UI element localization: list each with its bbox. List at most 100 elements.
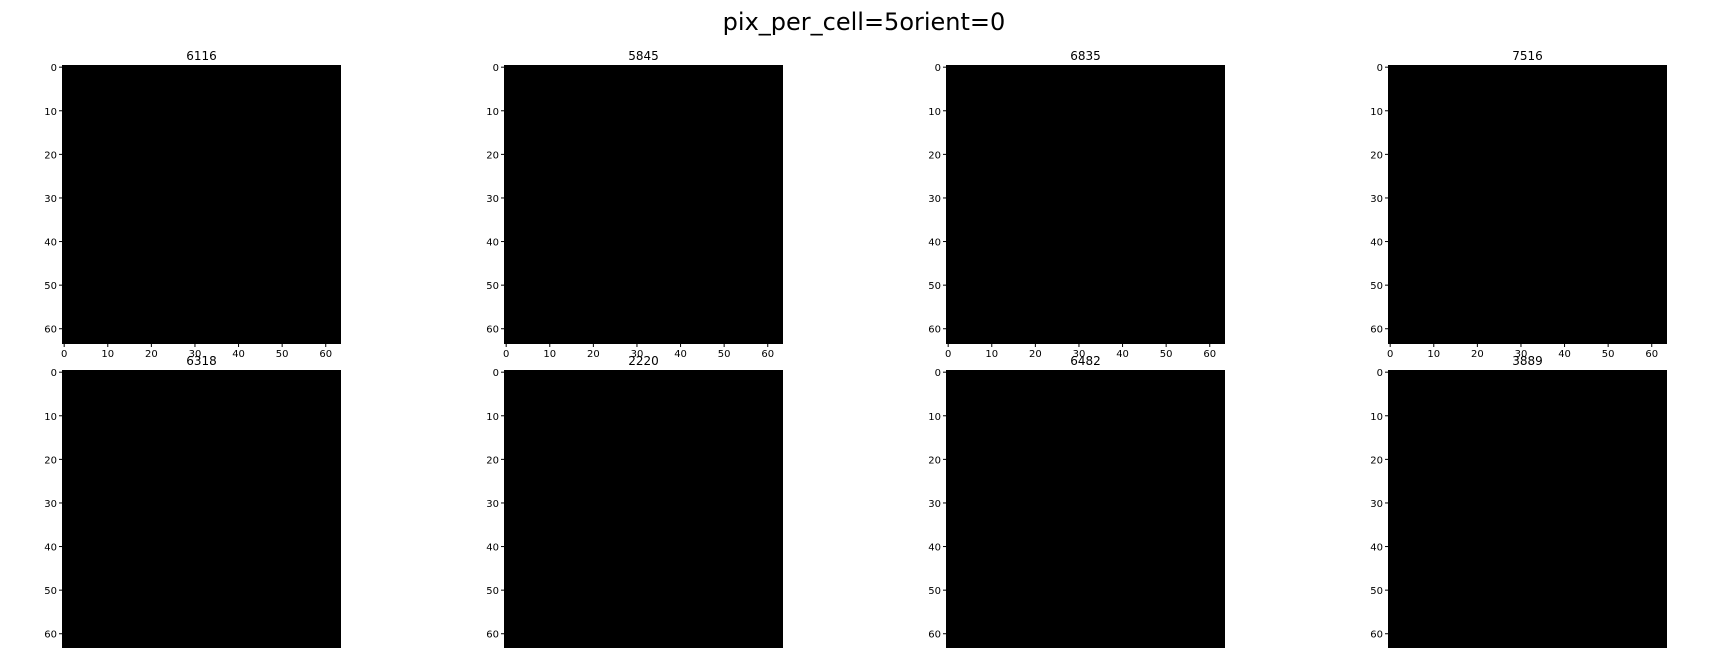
y-tick-label: 30 <box>44 194 57 205</box>
y-tick-label: 0 <box>1377 368 1383 379</box>
y-tick-label: 0 <box>493 368 499 379</box>
subplot-title: 6835 <box>1070 49 1101 63</box>
x-tick-label: 60 <box>1645 349 1658 360</box>
y-tick-label: 10 <box>44 107 57 118</box>
x-tick-label: 20 <box>1029 349 1042 360</box>
x-tick-label: 60 <box>1203 349 1216 360</box>
x-tick-label: 0 <box>945 349 951 360</box>
y-tick-label: 30 <box>486 499 499 510</box>
y-tick-label: 40 <box>1370 238 1383 249</box>
y-tick-label: 50 <box>1370 281 1383 292</box>
y-tick-label: 10 <box>44 412 57 423</box>
y-tick-label: 0 <box>493 63 499 74</box>
y-tick-label: 20 <box>44 455 57 466</box>
y-tick-label: 60 <box>928 325 941 336</box>
x-tick-label: 30 <box>1073 349 1086 360</box>
subplot-title: 5845 <box>628 49 659 63</box>
y-tick-label: 0 <box>51 63 57 74</box>
x-tick-label: 10 <box>1427 349 1440 360</box>
y-tick-label: 60 <box>1370 630 1383 641</box>
y-tick-label: 20 <box>1370 455 1383 466</box>
x-tick-label: 30 <box>631 349 644 360</box>
y-tick-label: 30 <box>928 499 941 510</box>
x-tick-label: 10 <box>543 349 556 360</box>
image-area <box>62 370 341 648</box>
y-tick-label: 60 <box>44 630 57 641</box>
y-tick-label: 50 <box>1370 586 1383 597</box>
y-tick-label: 40 <box>1370 543 1383 554</box>
y-tick-label: 20 <box>928 150 941 161</box>
subplot-5: 6318 0 10 20 30 40 50 60 <box>44 354 341 648</box>
y-tick-label: 0 <box>51 368 57 379</box>
x-tick-label: 20 <box>145 349 158 360</box>
y-tick-label: 60 <box>486 630 499 641</box>
subplot-title: 6318 <box>186 354 217 368</box>
y-tick-label: 30 <box>1370 194 1383 205</box>
y-tick-label: 50 <box>928 586 941 597</box>
y-tick-label: 0 <box>1377 63 1383 74</box>
y-tick-label: 20 <box>486 455 499 466</box>
y-tick-label: 60 <box>44 325 57 336</box>
y-tick-label: 60 <box>486 325 499 336</box>
image-area <box>946 370 1225 648</box>
y-tick-label: 0 <box>935 368 941 379</box>
y-tick-label: 50 <box>486 586 499 597</box>
y-tick-label: 60 <box>1370 325 1383 336</box>
image-area <box>946 65 1225 344</box>
y-tick-label: 40 <box>486 543 499 554</box>
y-tick-label: 40 <box>44 543 57 554</box>
figure-title: pix_per_cell=5orient=0 <box>722 8 1006 36</box>
x-tick-label: 40 <box>1558 349 1571 360</box>
subplot-6: 2220 0 10 20 30 40 50 60 <box>486 354 783 648</box>
image-area <box>1388 370 1667 648</box>
subplot-3: 6835 0 10 20 30 40 50 60 0 10 20 30 40 50 60 <box>928 49 1225 360</box>
subplot-title: 6116 <box>186 49 217 63</box>
x-tick-label: 50 <box>1160 349 1173 360</box>
y-tick-label: 20 <box>44 150 57 161</box>
x-tick-label: 30 <box>1515 349 1528 360</box>
x-tick-label: 50 <box>276 349 289 360</box>
subplot-title: 6482 <box>1070 354 1101 368</box>
y-tick-label: 10 <box>928 107 941 118</box>
x-tick-label: 50 <box>718 349 731 360</box>
y-tick-label: 0 <box>935 63 941 74</box>
x-tick-label: 40 <box>1116 349 1129 360</box>
y-tick-label: 40 <box>928 238 941 249</box>
x-tick-label: 60 <box>319 349 332 360</box>
x-tick-label: 0 <box>1387 349 1393 360</box>
y-tick-label: 20 <box>1370 150 1383 161</box>
image-area <box>504 65 783 344</box>
y-tick-label: 10 <box>928 412 941 423</box>
subplot-4: 7516 0 10 20 30 40 50 60 0 10 20 30 40 50 60 <box>1370 49 1667 360</box>
y-tick-label: 30 <box>44 499 57 510</box>
y-tick-label: 50 <box>44 281 57 292</box>
y-tick-label: 40 <box>44 238 57 249</box>
y-tick-label: 40 <box>928 543 941 554</box>
y-tick-label: 50 <box>928 281 941 292</box>
y-tick-label: 40 <box>486 238 499 249</box>
image-area <box>504 370 783 648</box>
y-tick-label: 60 <box>928 630 941 641</box>
y-tick-label: 10 <box>486 412 499 423</box>
y-tick-label: 50 <box>486 281 499 292</box>
x-tick-label: 50 <box>1602 349 1615 360</box>
x-tick-label: 60 <box>761 349 774 360</box>
y-tick-label: 20 <box>486 150 499 161</box>
y-tick-label: 30 <box>928 194 941 205</box>
x-tick-label: 20 <box>587 349 600 360</box>
y-tick-label: 30 <box>1370 499 1383 510</box>
subplot-title: 2220 <box>628 354 659 368</box>
x-tick-label: 0 <box>61 349 67 360</box>
subplot-1: 6116 0 10 20 30 40 50 60 0 10 20 30 40 50 60 <box>44 49 341 360</box>
image-area <box>62 65 341 344</box>
x-tick-label: 40 <box>232 349 245 360</box>
y-tick-label: 10 <box>1370 107 1383 118</box>
x-tick-label: 0 <box>503 349 509 360</box>
y-tick-label: 10 <box>1370 412 1383 423</box>
y-tick-label: 20 <box>928 455 941 466</box>
subplot-title: 7516 <box>1512 49 1543 63</box>
x-tick-label: 20 <box>1471 349 1484 360</box>
subplot-2: 5845 0 10 20 30 40 50 60 0 10 20 30 40 50 60 <box>486 49 783 360</box>
y-tick-label: 10 <box>486 107 499 118</box>
